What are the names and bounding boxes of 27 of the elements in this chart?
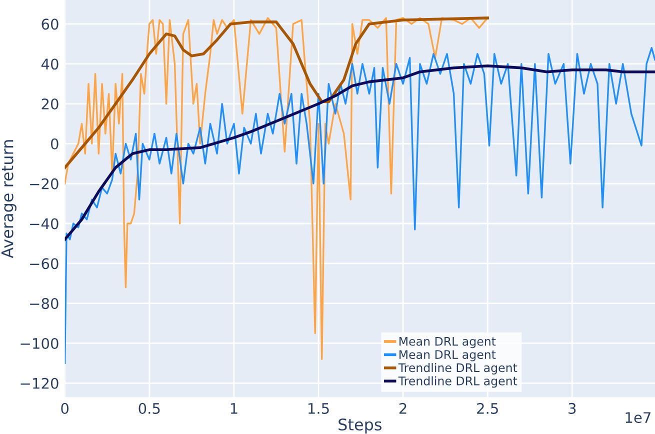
x-tick-label: 0.5 — [138, 402, 160, 414]
x-tick-label: 2.5 — [477, 402, 498, 414]
y-tick-label: −120 — [20, 378, 58, 389]
y-tick-label: 60 — [42, 18, 58, 30]
y-tick-label: 20 — [42, 98, 58, 110]
y-tick-label: −40 — [30, 218, 58, 230]
x-tick-label: 0 — [61, 402, 69, 414]
text: 1e7 — [626, 412, 650, 424]
y-tick-label: −60 — [30, 258, 58, 270]
line-series — [64, 47, 655, 364]
x-tick-label: 2 — [399, 402, 406, 414]
line-series — [64, 16, 489, 170]
y-tick-label: 40 — [41, 58, 58, 70]
legend-label: Mean DRL agent — [400, 350, 496, 362]
y-tick-label: 0 — [50, 138, 58, 150]
x-tick-label: 1.5 — [308, 403, 329, 414]
y-tick-label: −100 — [20, 338, 58, 349]
y-tick-label: −20 — [30, 178, 58, 190]
line-series — [64, 64, 655, 241]
legend-label: Mean DRL agent — [400, 337, 496, 348]
legend-label: Trendline DRL agent — [398, 376, 518, 388]
x-axis-title: Steps — [338, 418, 382, 434]
legend-label: Trendline DRL agent — [398, 363, 518, 374]
x-tick-label: 3 — [568, 402, 576, 414]
y-tick-label: −80 — [30, 298, 58, 310]
x-tick-label: 1 — [230, 403, 238, 414]
y-axis-title: Average return — [1, 140, 16, 258]
